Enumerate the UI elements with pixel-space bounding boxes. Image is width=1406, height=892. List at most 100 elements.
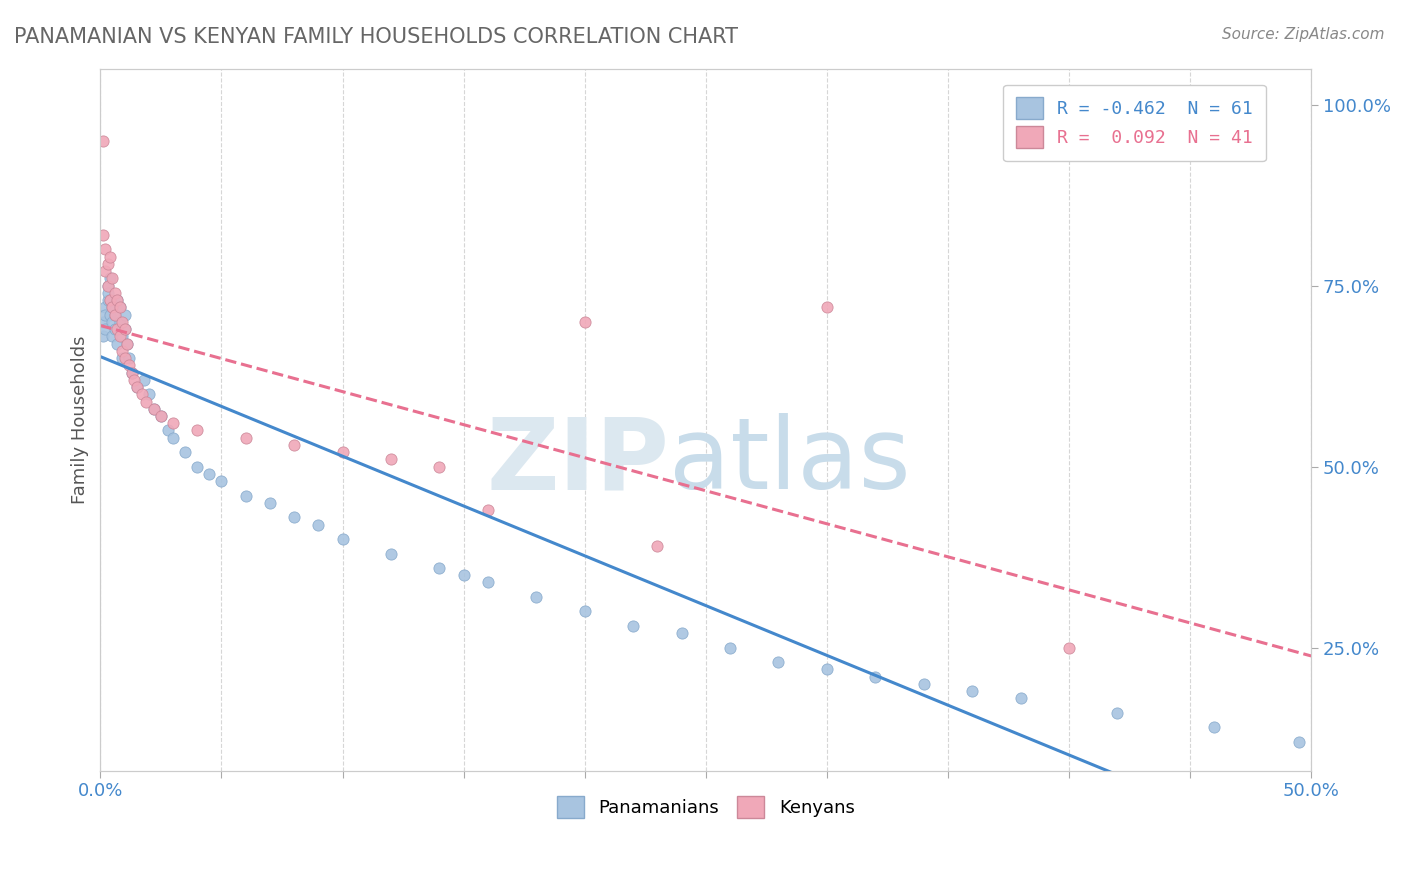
Point: [125, 380, 148, 394]
Point: [91, 134, 114, 148]
Point: [115, 336, 138, 351]
Text: PANAMANIAN VS KENYAN FAMILY HOUSEHOLDS CORRELATION CHART: PANAMANIAN VS KENYAN FAMILY HOUSEHOLDS C…: [14, 27, 738, 46]
Point: [115, 336, 138, 351]
Point: [815, 662, 838, 676]
Point: [91, 227, 114, 242]
Point: [380, 452, 402, 467]
Point: [162, 431, 184, 445]
Point: [142, 401, 165, 416]
Point: [111, 351, 134, 365]
Point: [108, 329, 131, 343]
Point: [125, 380, 148, 394]
Point: [574, 604, 596, 618]
Point: [186, 424, 208, 438]
Point: [97, 293, 120, 308]
Point: [94, 301, 117, 315]
Point: [307, 517, 329, 532]
Point: [1288, 735, 1310, 749]
Point: [524, 590, 547, 604]
Point: [453, 568, 475, 582]
Legend: Panamanians, Kenyans: Panamanians, Kenyans: [550, 789, 862, 825]
Point: [101, 329, 124, 343]
Point: [108, 301, 131, 315]
Point: [105, 293, 128, 308]
Point: [94, 322, 117, 336]
Point: [283, 510, 305, 524]
Point: [1010, 691, 1032, 706]
Point: [111, 315, 134, 329]
Text: Source: ZipAtlas.com: Source: ZipAtlas.com: [1222, 27, 1385, 42]
Point: [198, 467, 221, 481]
Point: [131, 387, 153, 401]
Point: [142, 401, 165, 416]
Point: [283, 438, 305, 452]
Point: [94, 308, 117, 322]
Point: [108, 315, 131, 329]
Text: ZIP: ZIP: [486, 413, 669, 510]
Point: [114, 351, 136, 365]
Point: [149, 409, 172, 423]
Point: [118, 351, 141, 365]
Point: [104, 322, 127, 336]
Point: [1057, 640, 1080, 655]
Point: [98, 271, 121, 285]
Point: [1107, 706, 1129, 720]
Point: [574, 315, 596, 329]
Point: [98, 308, 121, 322]
Point: [101, 315, 124, 329]
Text: atlas: atlas: [669, 413, 911, 510]
Point: [149, 409, 172, 423]
Point: [114, 322, 136, 336]
Point: [235, 489, 257, 503]
Point: [91, 315, 114, 329]
Point: [332, 532, 354, 546]
Point: [114, 322, 136, 336]
Point: [98, 293, 121, 308]
Point: [1204, 720, 1226, 734]
Point: [138, 387, 160, 401]
Point: [718, 640, 741, 655]
Point: [186, 459, 208, 474]
Point: [97, 257, 120, 271]
Point: [114, 308, 136, 322]
Point: [111, 329, 134, 343]
Point: [209, 474, 232, 488]
Point: [865, 670, 887, 684]
Point: [912, 677, 935, 691]
Point: [104, 308, 127, 322]
Point: [105, 293, 128, 308]
Point: [429, 459, 451, 474]
Y-axis label: Family Households: Family Households: [72, 335, 89, 504]
Point: [105, 336, 128, 351]
Point: [98, 293, 121, 308]
Point: [108, 301, 131, 315]
Point: [135, 394, 157, 409]
Point: [132, 373, 155, 387]
Point: [101, 301, 124, 315]
Point: [111, 343, 134, 358]
Point: [332, 445, 354, 459]
Point: [91, 329, 114, 343]
Point: [97, 278, 120, 293]
Point: [174, 445, 197, 459]
Point: [960, 684, 983, 698]
Point: [647, 539, 669, 553]
Point: [105, 322, 128, 336]
Point: [157, 424, 180, 438]
Point: [671, 626, 693, 640]
Point: [768, 655, 790, 669]
Point: [94, 243, 117, 257]
Point: [97, 285, 120, 300]
Point: [259, 496, 281, 510]
Point: [162, 416, 184, 430]
Point: [118, 359, 141, 373]
Point: [429, 561, 451, 575]
Point: [97, 278, 120, 293]
Point: [101, 271, 124, 285]
Point: [380, 547, 402, 561]
Point: [477, 503, 499, 517]
Point: [477, 575, 499, 590]
Point: [122, 373, 145, 387]
Point: [121, 366, 143, 380]
Point: [98, 250, 121, 264]
